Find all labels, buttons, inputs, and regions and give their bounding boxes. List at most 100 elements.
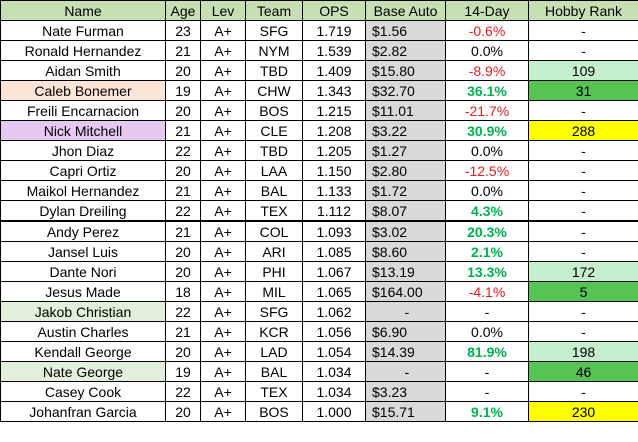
cell: Jansel Luis [0,241,166,262]
table-row: Johanfran Garcia 20 A+ BOS 1.000 $15.71 9.1% 23… [0,401,638,422]
cell: A+ [200,160,246,181]
cell: 1.409 [302,60,366,81]
cell: 1.056 [302,321,366,342]
cell: 21 [165,40,201,61]
cell: 21 [165,321,201,342]
cell: 1.205 [302,140,366,161]
cell: 81.9% [445,341,529,362]
cell: A+ [200,301,246,322]
cell: NYM [245,40,303,61]
cell: BAL [245,361,303,382]
table-row: Ronald Hernandez 21 A+ NYM 1.539 $2.82 0.0% - [0,40,638,61]
cell: 13.3% [445,261,529,282]
cell: TBD [245,60,303,81]
cell: $8.60 [365,241,446,262]
cell: 1.062 [302,301,366,322]
cell: Jhon Diaz [0,140,166,161]
cell: Aidan Smith [0,60,166,81]
cell: Nate Furman [0,20,166,41]
cell: A+ [200,401,246,422]
cell: TEX [245,381,303,402]
cell: 22 [165,301,201,322]
table-row: Austin Charles 21 A+ KCR 1.056 $6.90 0.0% - [0,321,638,342]
cell: -12.5% [445,160,529,181]
prospect-table: Name Age Lev Team OPS Base Auto 14-Day Hobby Ra… [0,0,638,422]
cell: 20 [165,160,201,181]
cell: 19 [165,80,201,101]
table-row: Nick Mitchell 21 A+ CLE 1.208 $3.22 30.9% 288 [0,120,638,141]
cell: 1.000 [302,401,366,422]
cell: 1.208 [302,120,366,141]
cell: 1.034 [302,361,366,382]
cell: $3.22 [365,120,446,141]
cell: - [365,361,446,382]
cell: Jakob Christian [0,301,166,322]
cell: 21 [165,120,201,141]
cell: $1.27 [365,140,446,161]
cell: - [528,40,638,61]
cell: A+ [200,80,246,101]
cell: 36.1% [445,80,529,101]
cell: Johanfran Garcia [0,401,166,422]
table-row: Freili Encarnacion 20 A+ BOS 1.215 $11.01 -21.… [0,100,638,121]
cell: - [528,321,638,342]
cell: A+ [200,361,246,382]
column-header: 14-Day [445,0,529,21]
cell: - [528,241,638,262]
column-header: Hobby Rank [528,0,638,21]
cell: CLE [245,120,303,141]
cell: - [528,381,638,402]
cell: $3.02 [365,220,446,242]
cell: -21.7% [445,100,529,121]
cell: - [445,301,529,322]
table-row: Jesus Made 18 A+ MIL 1.065 $164.00 -4.1% 5 [0,281,638,302]
table-row: Kendall George 20 A+ LAD 1.054 $14.39 81.9% 198 [0,341,638,362]
cell: 20 [165,401,201,422]
cell: 20 [165,241,201,262]
column-header: Base Auto [365,0,446,21]
table-row: Casey Cook 22 A+ TEX 1.034 $3.23- - [0,381,638,402]
cell: $1.72 [365,180,446,201]
cell: 1.085 [302,241,366,262]
cell: 1.093 [302,220,366,242]
cell: 1.054 [302,341,366,362]
cell: LAA [245,160,303,181]
cell: Dante Nori [0,261,166,282]
cell: - [445,361,529,382]
cell: 0.0% [445,321,529,342]
cell: Dylan Dreiling [0,200,166,222]
cell: 31 [528,80,638,101]
column-header: Age [165,0,201,21]
cell: 19 [165,361,201,382]
cell: - [445,381,529,402]
cell: A+ [200,180,246,201]
cell: - [528,301,638,322]
cell: $6.90 [365,321,446,342]
cell: CHW [245,80,303,101]
cell: $13.19 [365,261,446,282]
cell: 20.3% [445,220,529,242]
cell: $15.80 [365,60,446,81]
cell: 5 [528,281,638,302]
cell: Casey Cook [0,381,166,402]
table-row: Dante Nori 20 A+ PHI 1.067 $13.19 13.3% 172 [0,261,638,282]
cell: 198 [528,341,638,362]
cell: A+ [200,261,246,282]
cell: A+ [200,281,246,302]
cell: 1.067 [302,261,366,282]
cell: MIL [245,281,303,302]
table-row: Andy Perez 21 A+ COL 1.093 $3.02 20.3% - [0,220,638,242]
cell: Andy Perez [0,220,166,242]
cell: A+ [200,120,246,141]
cell: Caleb Bonemer [0,80,166,101]
column-header: Name [0,0,166,21]
cell: 1.719 [302,20,366,41]
cell: ARI [245,241,303,262]
cell: $2.82 [365,40,446,61]
cell: 30.9% [445,120,529,141]
cell: $15.71 [365,401,446,422]
cell: 1.150 [302,160,366,181]
cell: Ronald Hernandez [0,40,166,61]
cell: - [528,200,638,222]
cell: 109 [528,60,638,81]
